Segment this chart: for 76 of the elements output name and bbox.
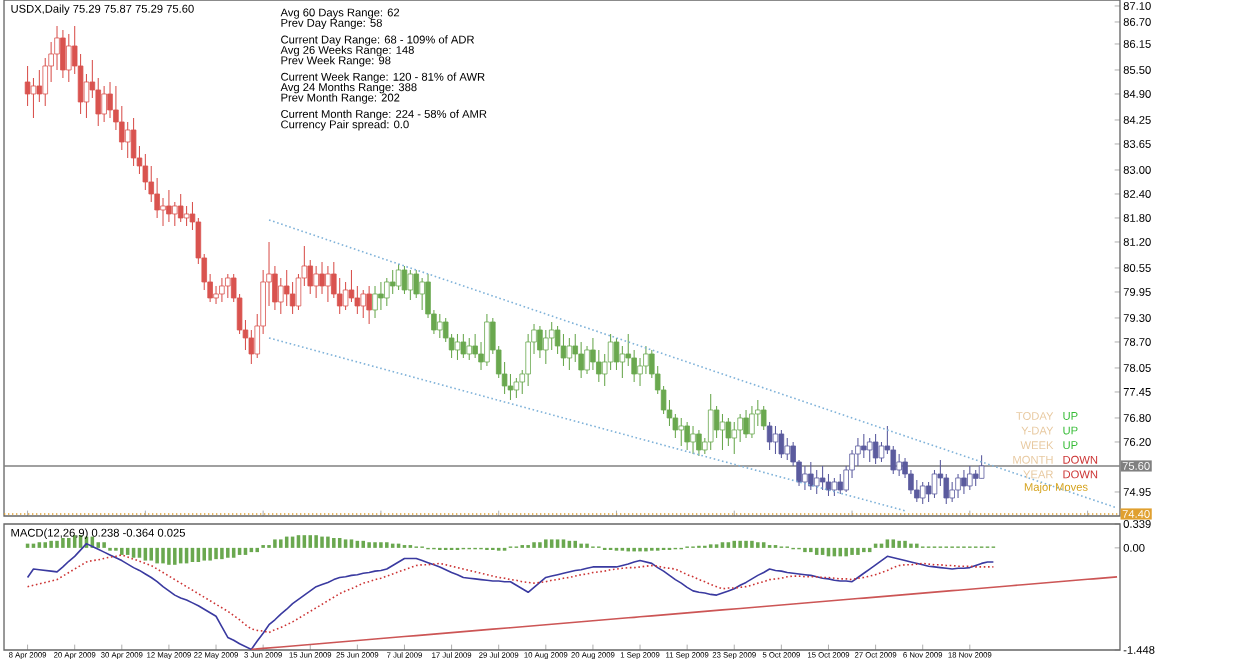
- candlestick: [831, 477, 838, 497]
- candlestick: [460, 333, 467, 359]
- candlestick: [30, 77, 37, 119]
- candlestick: [219, 277, 225, 303]
- candlestick: [395, 263, 402, 291]
- candlestick: [466, 337, 473, 361]
- candlestick: [766, 421, 773, 451]
- candlestick: [837, 473, 844, 495]
- candlestick: [866, 437, 873, 463]
- candlestick: [454, 333, 461, 361]
- candlestick: [949, 481, 955, 503]
- candlestick: [183, 205, 190, 227]
- candlestick: [784, 437, 791, 461]
- candlestick: [366, 285, 372, 325]
- candlestick: [484, 313, 490, 367]
- candlestick: [537, 325, 543, 359]
- candlestick: [566, 337, 573, 371]
- candlestick: [896, 453, 902, 477]
- candlestick: [560, 333, 567, 367]
- candlestick: [725, 417, 732, 447]
- candlestick: [778, 429, 785, 459]
- candlestick: [101, 85, 107, 123]
- candlestick: [283, 269, 290, 307]
- candlestick: [543, 329, 549, 365]
- candlestick: [808, 461, 814, 491]
- candlestick: [372, 285, 378, 319]
- candlestick: [690, 425, 696, 455]
- candlestick: [707, 393, 714, 451]
- candlestick: [513, 377, 520, 399]
- candlestick: [166, 189, 172, 223]
- candlestick: [749, 405, 755, 439]
- candlestick: [861, 433, 867, 459]
- candlestick: [872, 433, 879, 465]
- candlestick: [696, 429, 702, 457]
- candlestick: [813, 469, 820, 495]
- candlestick: [678, 417, 685, 447]
- candlestick: [437, 313, 443, 339]
- candlestick: [225, 273, 231, 299]
- candlestick: [772, 425, 779, 455]
- candlestick: [124, 121, 131, 159]
- candlestick: [313, 265, 319, 299]
- candlestick: [684, 421, 690, 451]
- candlestick: [378, 281, 384, 311]
- candlestick: [613, 337, 620, 371]
- candlestick: [130, 117, 137, 167]
- candlestick: [36, 69, 43, 103]
- candlestick: [66, 33, 72, 83]
- candlestick: [407, 269, 414, 301]
- candlestick: [172, 201, 178, 227]
- candlestick: [160, 197, 166, 227]
- candlestick: [60, 29, 66, 79]
- candlestick: [731, 421, 738, 455]
- candlestick: [319, 261, 325, 295]
- candlestick: [389, 269, 396, 295]
- candlestick: [760, 405, 767, 431]
- candlestick: [802, 465, 808, 491]
- candlestick: [419, 277, 425, 311]
- candlestick: [955, 473, 961, 499]
- candlestick: [819, 465, 826, 491]
- candlestick: [384, 277, 390, 307]
- candlestick: [325, 265, 331, 303]
- candlestick: [967, 465, 973, 491]
- candlestick: [719, 413, 726, 451]
- candlestick: [978, 454, 985, 479]
- candlestick: [177, 193, 184, 223]
- candlestick: [743, 409, 749, 439]
- candlestick: [825, 473, 832, 497]
- candlestick: [925, 481, 932, 503]
- candlestick: [401, 265, 408, 295]
- candlestick: [360, 289, 366, 319]
- candlestick: [578, 341, 584, 379]
- candlestick: [961, 469, 967, 495]
- candlestick: [278, 277, 284, 315]
- candlestick: [213, 285, 219, 305]
- candlestick: [919, 481, 926, 505]
- candlestick: [584, 345, 590, 375]
